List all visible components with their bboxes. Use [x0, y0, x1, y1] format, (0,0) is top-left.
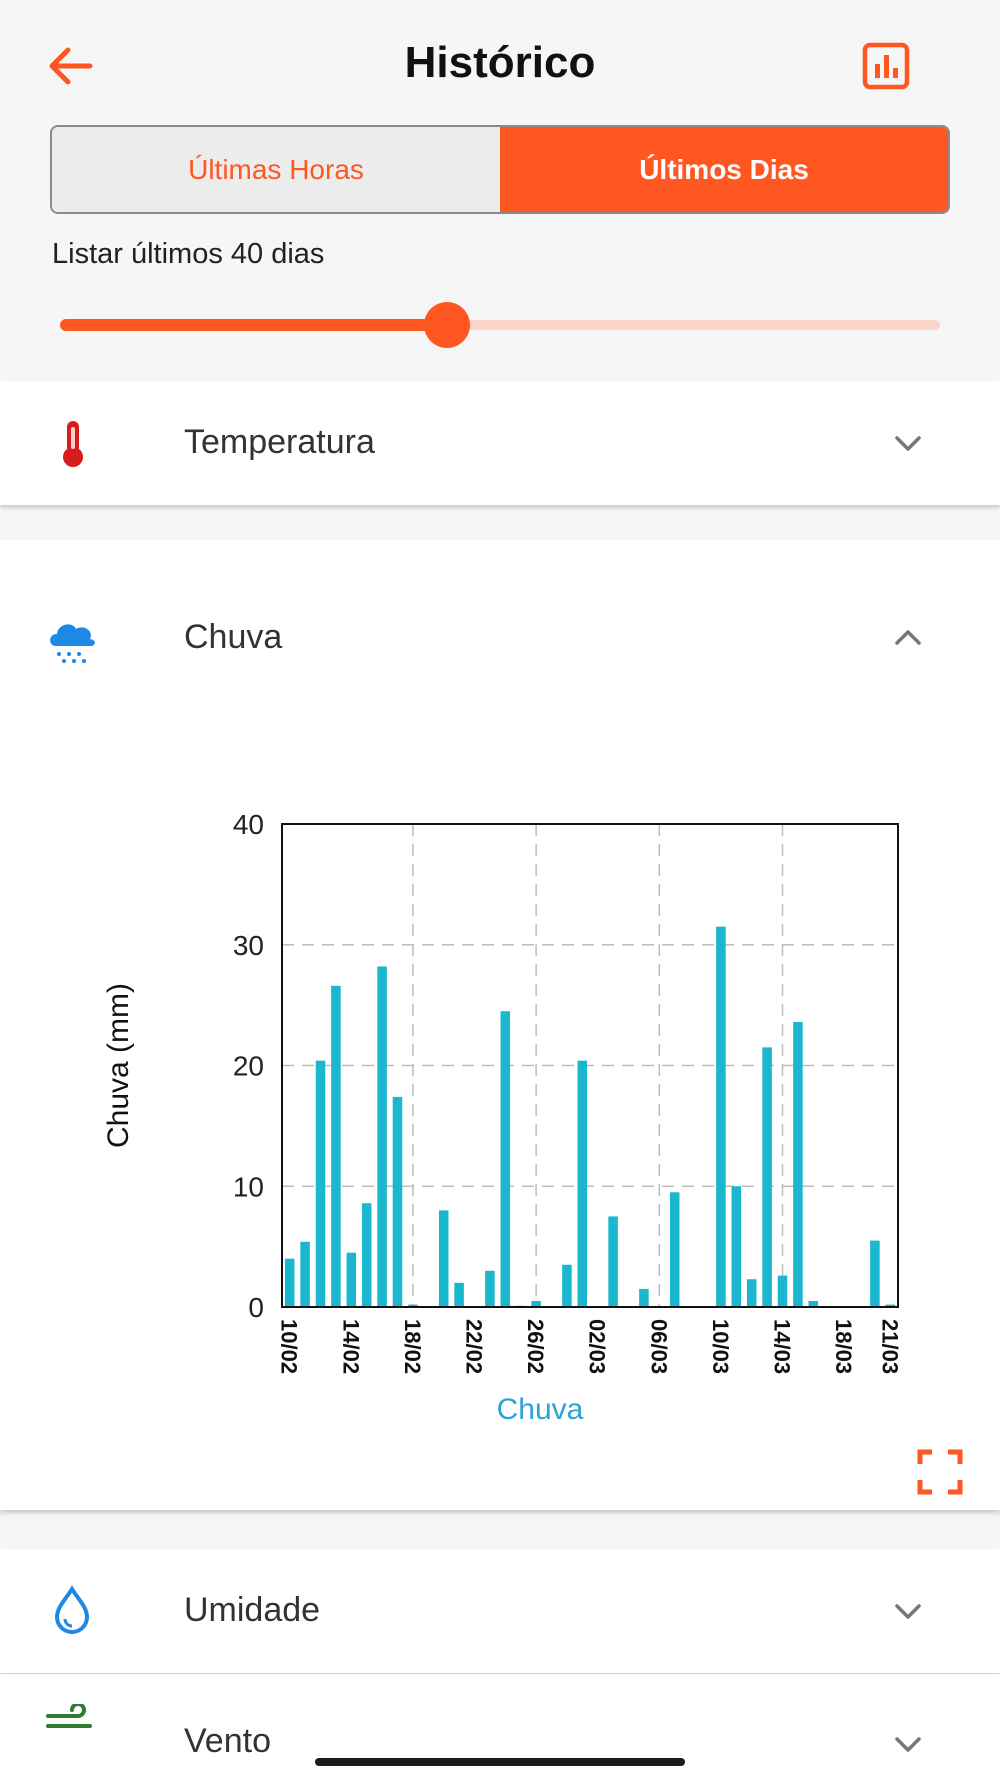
- y-axis-label: Chuva (mm): [102, 983, 135, 1148]
- bar-17/02: [392, 1096, 403, 1307]
- wind-icon: [46, 1704, 92, 1728]
- bar-15/02: [361, 1203, 372, 1307]
- bar-11/02: [300, 1241, 310, 1307]
- range-label: Listar últimos 40 dias: [52, 238, 325, 270]
- page-title: Histórico: [404, 38, 596, 87]
- y-tick-label: 30: [233, 930, 264, 961]
- rain-cloud-icon: [50, 624, 95, 663]
- bar-21/03: [885, 1304, 896, 1307]
- chevron-up-icon: [895, 630, 921, 645]
- period-segmented-control: Últimas Horas Últimos Dias: [50, 125, 950, 214]
- fullscreen-icon: [917, 1449, 963, 1495]
- bar-01/03: [577, 1060, 588, 1307]
- slider-fill: [60, 319, 448, 331]
- tab-ultimas-horas[interactable]: Últimas Horas: [52, 127, 500, 212]
- bar-07/03: [669, 1192, 680, 1307]
- chevron-down-icon: [895, 436, 921, 451]
- x-tick-label: 06/03: [646, 1319, 671, 1374]
- chevron-down-icon: [895, 1737, 921, 1752]
- bar-20/03: [870, 1240, 880, 1307]
- section-chuva-label: Chuva: [184, 618, 283, 656]
- rain-bar-chart: 0 10 20 30 40 10/02 14/02 18/02 22/02 26/02 02/03 0…: [102, 809, 902, 1420]
- slider-track: [60, 320, 940, 330]
- chart-view-button[interactable]: [860, 40, 912, 92]
- fullscreen-button[interactable]: [916, 1448, 964, 1496]
- water-drop-icon: [54, 1585, 90, 1634]
- bar-10/02: [284, 1258, 295, 1307]
- bar-13/02: [331, 985, 341, 1307]
- section-temperatura: Temperatura: [0, 381, 1000, 505]
- bar-16/03: [808, 1300, 819, 1307]
- bar-20/02: [438, 1210, 449, 1307]
- thermometer-icon: [63, 421, 83, 467]
- bar-26/02: [531, 1300, 541, 1307]
- x-tick-label: 02/03: [585, 1319, 610, 1374]
- bar-12/02: [315, 1060, 326, 1307]
- days-range-slider[interactable]: [60, 300, 940, 350]
- chevron-down-icon: [895, 1604, 921, 1619]
- back-button[interactable]: [44, 40, 96, 92]
- section-chuva: Chuva 0 10 20 30 40 10/02 14/02 18/02 22/02 26/02…: [0, 540, 1000, 1510]
- bar-28/02: [562, 1264, 572, 1307]
- x-tick-label: 26/02: [523, 1319, 548, 1374]
- section-vento-label: Vento: [184, 1722, 271, 1760]
- bar-15/03: [793, 1022, 803, 1307]
- bar-12/03: [746, 1279, 757, 1307]
- x-tick-label: 10/02: [277, 1319, 302, 1374]
- bar-03/03: [608, 1216, 618, 1307]
- y-tick-label: 10: [233, 1171, 264, 1202]
- legend-label: Chuva: [497, 1393, 584, 1420]
- section-umidade: Umidade: [0, 1549, 1000, 1673]
- arrow-left-icon: [49, 47, 93, 85]
- home-indicator: [315, 1758, 685, 1766]
- bar-10/03: [716, 926, 726, 1307]
- app-header: Histórico: [0, 0, 1000, 125]
- x-tick-label: 14/02: [338, 1319, 363, 1374]
- bar-05/03: [639, 1288, 649, 1307]
- bar-16/02: [377, 966, 387, 1307]
- plot-frame: [281, 823, 899, 1308]
- section-temperatura-header[interactable]: Temperatura: [0, 381, 1000, 505]
- x-tick-label: 10/03: [708, 1319, 733, 1374]
- bar-11/03: [731, 1186, 742, 1307]
- x-tick-label: 18/02: [400, 1319, 425, 1374]
- section-chuva-header[interactable]: Chuva: [0, 540, 1000, 730]
- bar-21/02: [454, 1282, 464, 1307]
- slider-thumb[interactable]: [424, 302, 471, 348]
- bar-18/02: [408, 1304, 418, 1307]
- x-tick-label: 14/03: [770, 1319, 795, 1374]
- y-tick-label: 20: [233, 1051, 264, 1082]
- section-umidade-header[interactable]: Umidade: [0, 1549, 1000, 1673]
- section-vento-header[interactable]: Vento: [0, 1674, 1000, 1778]
- x-tick-label: 22/02: [462, 1319, 487, 1374]
- y-tick-label: 0: [248, 1292, 264, 1323]
- bar-14/03: [777, 1275, 788, 1307]
- bar-13/03: [762, 1047, 772, 1307]
- bar-14/02: [346, 1252, 357, 1307]
- x-tick-label: 21/03: [877, 1319, 902, 1374]
- bar-23/02: [485, 1270, 495, 1307]
- section-temperatura-label: Temperatura: [184, 423, 375, 461]
- bar-24/02: [500, 1011, 511, 1307]
- x-tick-label: 18/03: [831, 1319, 856, 1374]
- y-tick-label: 40: [233, 809, 264, 840]
- bar-chart-icon: [862, 42, 910, 90]
- tab-ultimos-dias[interactable]: Últimos Dias: [500, 127, 948, 212]
- section-umidade-label: Umidade: [184, 1591, 321, 1629]
